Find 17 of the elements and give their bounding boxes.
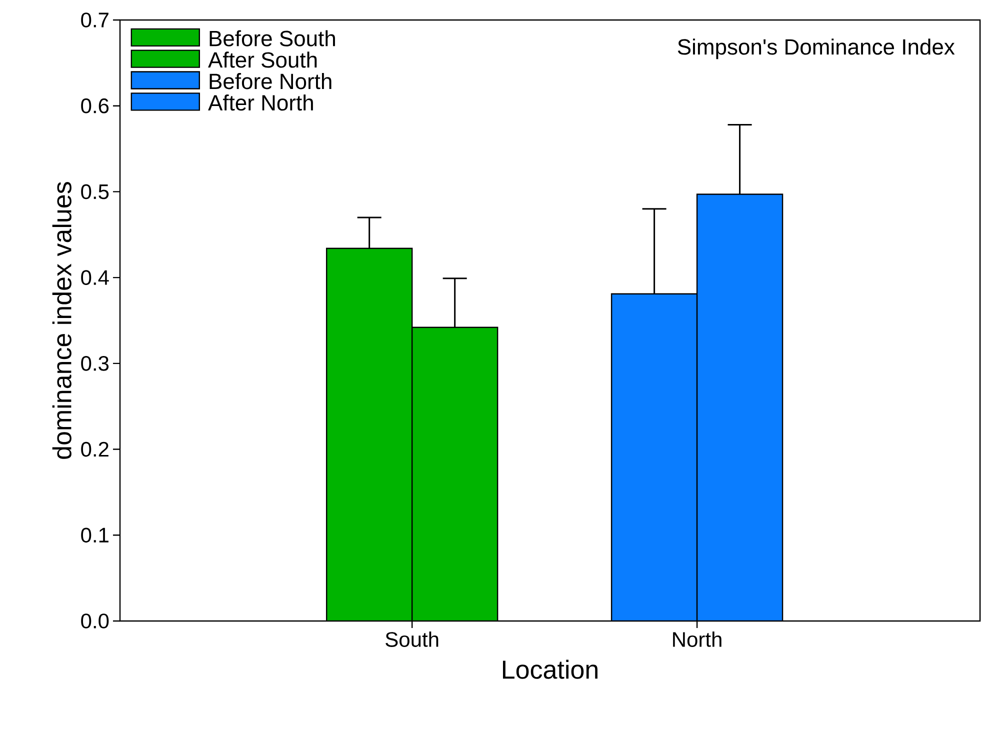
legend-label: After North — [208, 94, 313, 111]
y-tick-label: 0.6 — [81, 98, 109, 114]
x-axis-title: Location — [502, 660, 598, 679]
legend-label: Before North — [210, 73, 332, 90]
y-tick-label: 0.7 — [81, 12, 108, 28]
legend-label: Before South — [210, 30, 335, 46]
y-tick-label: 0.5 — [81, 184, 109, 200]
y-tick-label: 0.3 — [81, 356, 109, 371]
y-tick-label: 0.1 — [81, 528, 108, 543]
x-tick-label: North — [673, 632, 722, 647]
y-tick-label: 0.4 — [81, 270, 109, 285]
y-axis-title: dominance index values — [52, 182, 72, 459]
y-tick-label: 0.2 — [81, 442, 108, 457]
legend-label: After South — [208, 52, 317, 68]
text: Simpson's Dominance Index — [678, 38, 955, 60]
x-tick-label: South — [386, 632, 438, 647]
y-tick-label: 0.0 — [81, 614, 109, 628]
